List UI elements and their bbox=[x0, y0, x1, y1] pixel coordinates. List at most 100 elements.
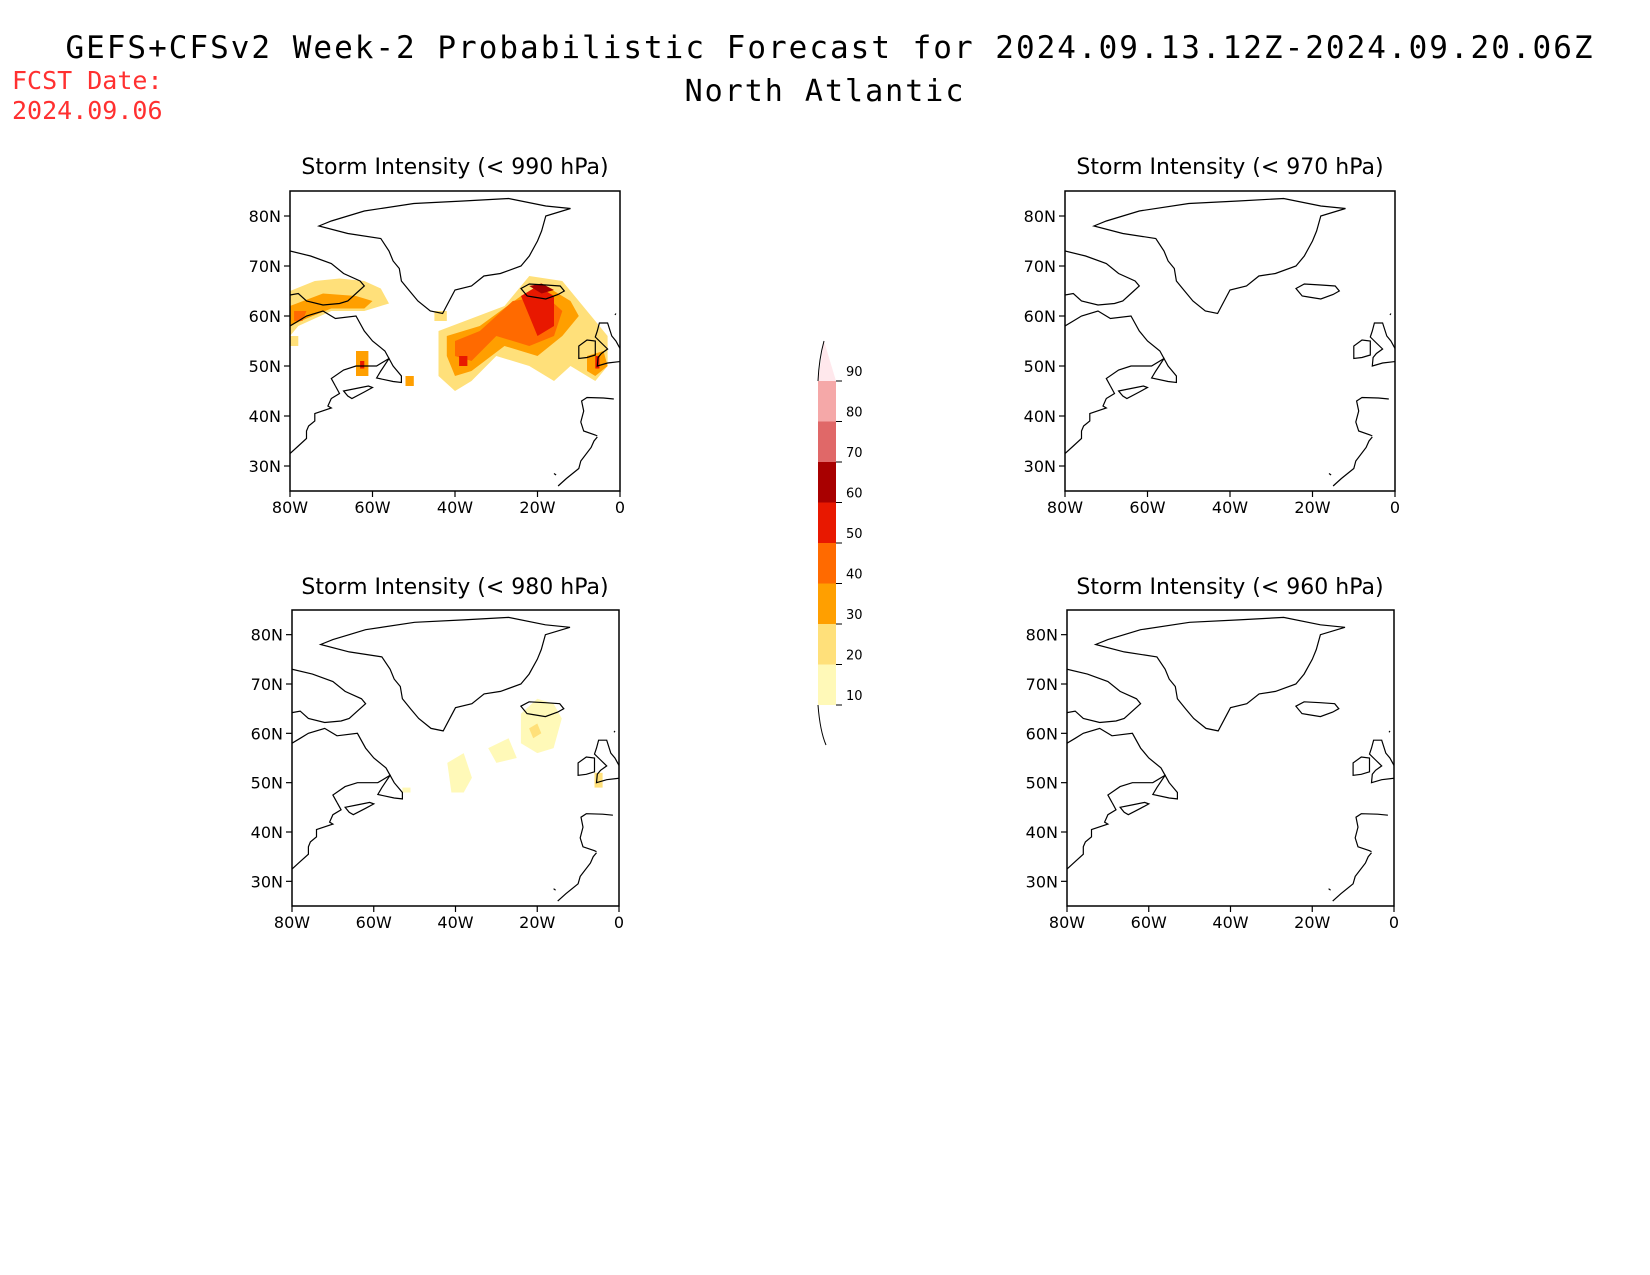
probability-area bbox=[488, 738, 517, 763]
map-area bbox=[292, 617, 625, 901]
colorbar-over bbox=[818, 341, 836, 381]
coastline-usa bbox=[292, 802, 341, 869]
lon-label: 40W bbox=[1212, 913, 1248, 932]
lat-label: 40N bbox=[251, 823, 283, 842]
map-frame bbox=[1065, 191, 1395, 491]
panel-title: Storm Intensity (< 960 hPa) bbox=[1076, 575, 1383, 600]
coastline-shet bbox=[1390, 314, 1391, 316]
colorbar-box bbox=[818, 503, 836, 544]
coastline-labrador bbox=[1067, 728, 1165, 802]
lat-label: 50N bbox=[251, 774, 283, 793]
lat-label: 40N bbox=[249, 407, 281, 426]
probability-area bbox=[447, 753, 472, 792]
lon-label: 0 bbox=[614, 913, 624, 932]
lat-label: 30N bbox=[1024, 457, 1056, 476]
coastline-labrador bbox=[1065, 311, 1164, 386]
coastline-iberia bbox=[1355, 814, 1388, 852]
coastline-usa bbox=[290, 386, 340, 454]
lon-label: 20W bbox=[519, 913, 555, 932]
probability-area bbox=[360, 361, 364, 369]
lon-label: 80W bbox=[1047, 498, 1083, 517]
lon-label: 0 bbox=[615, 498, 625, 517]
lat-label: 60N bbox=[249, 307, 281, 326]
lon-label: 40W bbox=[437, 913, 473, 932]
coastline-newfoundland bbox=[1152, 359, 1177, 383]
lat-label: 60N bbox=[1024, 307, 1056, 326]
coastline-iberia bbox=[1356, 398, 1389, 437]
probability-area bbox=[521, 699, 562, 753]
lon-label: 0 bbox=[1389, 913, 1399, 932]
map-figure: Storm Intensity (< 990 hPa)80N70N60N50N4… bbox=[0, 0, 1650, 1275]
colorbar-box bbox=[818, 624, 836, 665]
coastline-canaries bbox=[1329, 889, 1331, 891]
panel-title: Storm Intensity (< 980 hPa) bbox=[301, 575, 608, 600]
coastline-nova bbox=[344, 386, 373, 399]
colorbar-box bbox=[818, 381, 836, 422]
probability-area bbox=[290, 336, 298, 346]
colorbar-label: 80 bbox=[846, 406, 863, 421]
colorbar-label: 30 bbox=[846, 608, 863, 623]
colorbar-box bbox=[818, 422, 836, 463]
map-panel: Storm Intensity (< 960 hPa) 80N 70N 60N 50N 4… bbox=[1026, 575, 1400, 932]
map-panel: Storm Intensity (< 970 hPa) 80N 70N 60N 50N 4… bbox=[1024, 155, 1402, 517]
probability-area bbox=[459, 356, 467, 366]
coastline-shet bbox=[1389, 731, 1390, 732]
coastline-canaries bbox=[554, 474, 556, 476]
colorbar-label: 20 bbox=[846, 649, 863, 664]
lat-label: 70N bbox=[1024, 257, 1056, 276]
coastline-usa bbox=[1067, 802, 1116, 869]
coastline-baffin bbox=[1065, 251, 1139, 305]
coastline-usa bbox=[1065, 386, 1115, 454]
coastline-africa bbox=[558, 437, 597, 486]
coastline-newfoundland bbox=[377, 359, 402, 383]
lon-label: 60W bbox=[354, 498, 390, 517]
coastline-newfoundland bbox=[378, 775, 403, 799]
coastline-britain bbox=[1370, 740, 1401, 783]
coastline-africa bbox=[1333, 437, 1372, 486]
coastline-baffin bbox=[1067, 669, 1141, 722]
colorbar-label: 10 bbox=[846, 689, 863, 704]
coastline-labrador bbox=[292, 728, 390, 802]
coastline-iberia bbox=[580, 814, 613, 852]
colorbar-label: 60 bbox=[846, 487, 863, 502]
lat-label: 50N bbox=[1026, 774, 1058, 793]
lon-label: 40W bbox=[1212, 498, 1248, 517]
lat-label: 30N bbox=[251, 872, 283, 891]
lon-label: 20W bbox=[1294, 913, 1330, 932]
lat-label: 80N bbox=[1026, 626, 1058, 645]
panel-title: Storm Intensity (< 970 hPa) bbox=[1076, 155, 1383, 180]
lat-label: 80N bbox=[251, 626, 283, 645]
lat-label: 60N bbox=[1026, 724, 1058, 743]
lon-label: 80W bbox=[274, 913, 310, 932]
coastline-iceland bbox=[1296, 284, 1339, 299]
colorbar-box bbox=[818, 584, 836, 625]
coastline-newfoundland bbox=[1153, 775, 1178, 799]
coastline-iceland bbox=[1296, 702, 1339, 717]
coastline-nova bbox=[1119, 386, 1148, 399]
lat-label: 50N bbox=[1024, 357, 1056, 376]
colorbar-label: 50 bbox=[846, 527, 863, 542]
coastline-canaries bbox=[554, 889, 556, 891]
coastline-iberia bbox=[581, 398, 614, 437]
lon-label: 40W bbox=[437, 498, 473, 517]
coastline-africa bbox=[558, 853, 597, 901]
lat-label: 40N bbox=[1026, 823, 1058, 842]
lon-label: 20W bbox=[519, 498, 555, 517]
coastline-shet bbox=[614, 731, 615, 732]
coastline-nova bbox=[345, 802, 374, 814]
lat-label: 70N bbox=[251, 675, 283, 694]
map-panel: Storm Intensity (< 980 hPa) 80N 70N 60N 50N 4… bbox=[251, 575, 625, 932]
lon-label: 20W bbox=[1294, 498, 1330, 517]
colorbar: 10 20 30 40 50 60 70 80 90 bbox=[818, 341, 863, 745]
colorbar-box bbox=[818, 462, 836, 503]
lon-label: 60W bbox=[356, 913, 392, 932]
probability-area bbox=[402, 788, 410, 793]
lat-label: 70N bbox=[249, 257, 281, 276]
lat-label: 30N bbox=[1026, 872, 1058, 891]
lon-label: 60W bbox=[1131, 913, 1167, 932]
colorbar-box bbox=[818, 665, 836, 706]
coastline-baffin bbox=[292, 669, 366, 722]
lat-label: 60N bbox=[251, 724, 283, 743]
coastline-canaries bbox=[1329, 474, 1331, 476]
coastline-greenland bbox=[1094, 199, 1346, 314]
